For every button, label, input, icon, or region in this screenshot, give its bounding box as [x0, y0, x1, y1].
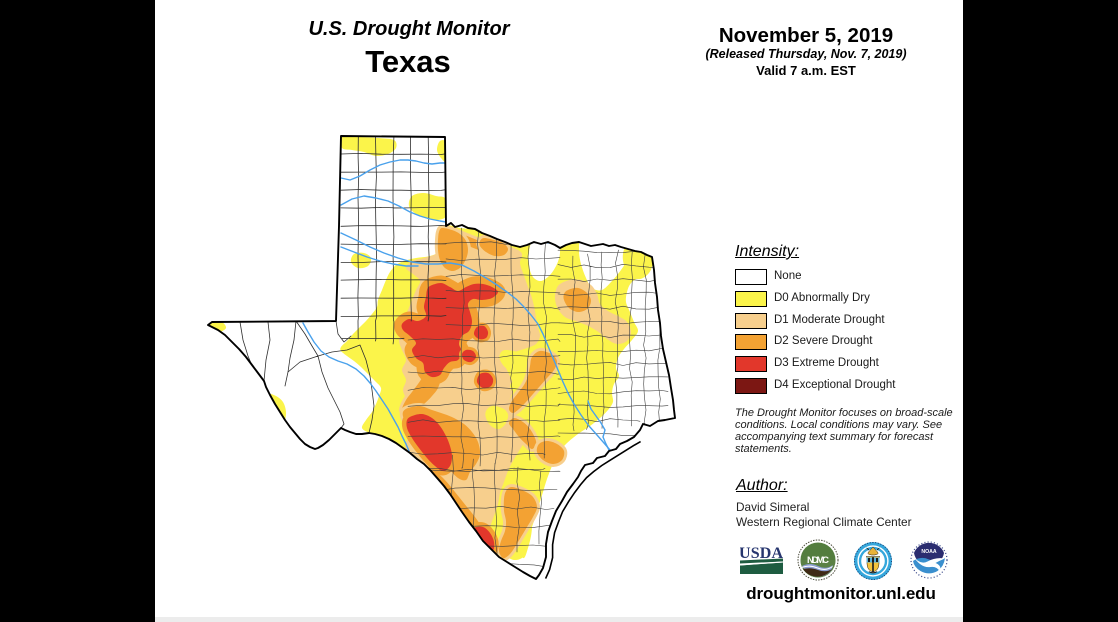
svg-text:NOAA: NOAA — [921, 549, 937, 555]
svg-text:NDMC: NDMC — [807, 555, 829, 566]
svg-text:USDA: USDA — [740, 545, 783, 562]
